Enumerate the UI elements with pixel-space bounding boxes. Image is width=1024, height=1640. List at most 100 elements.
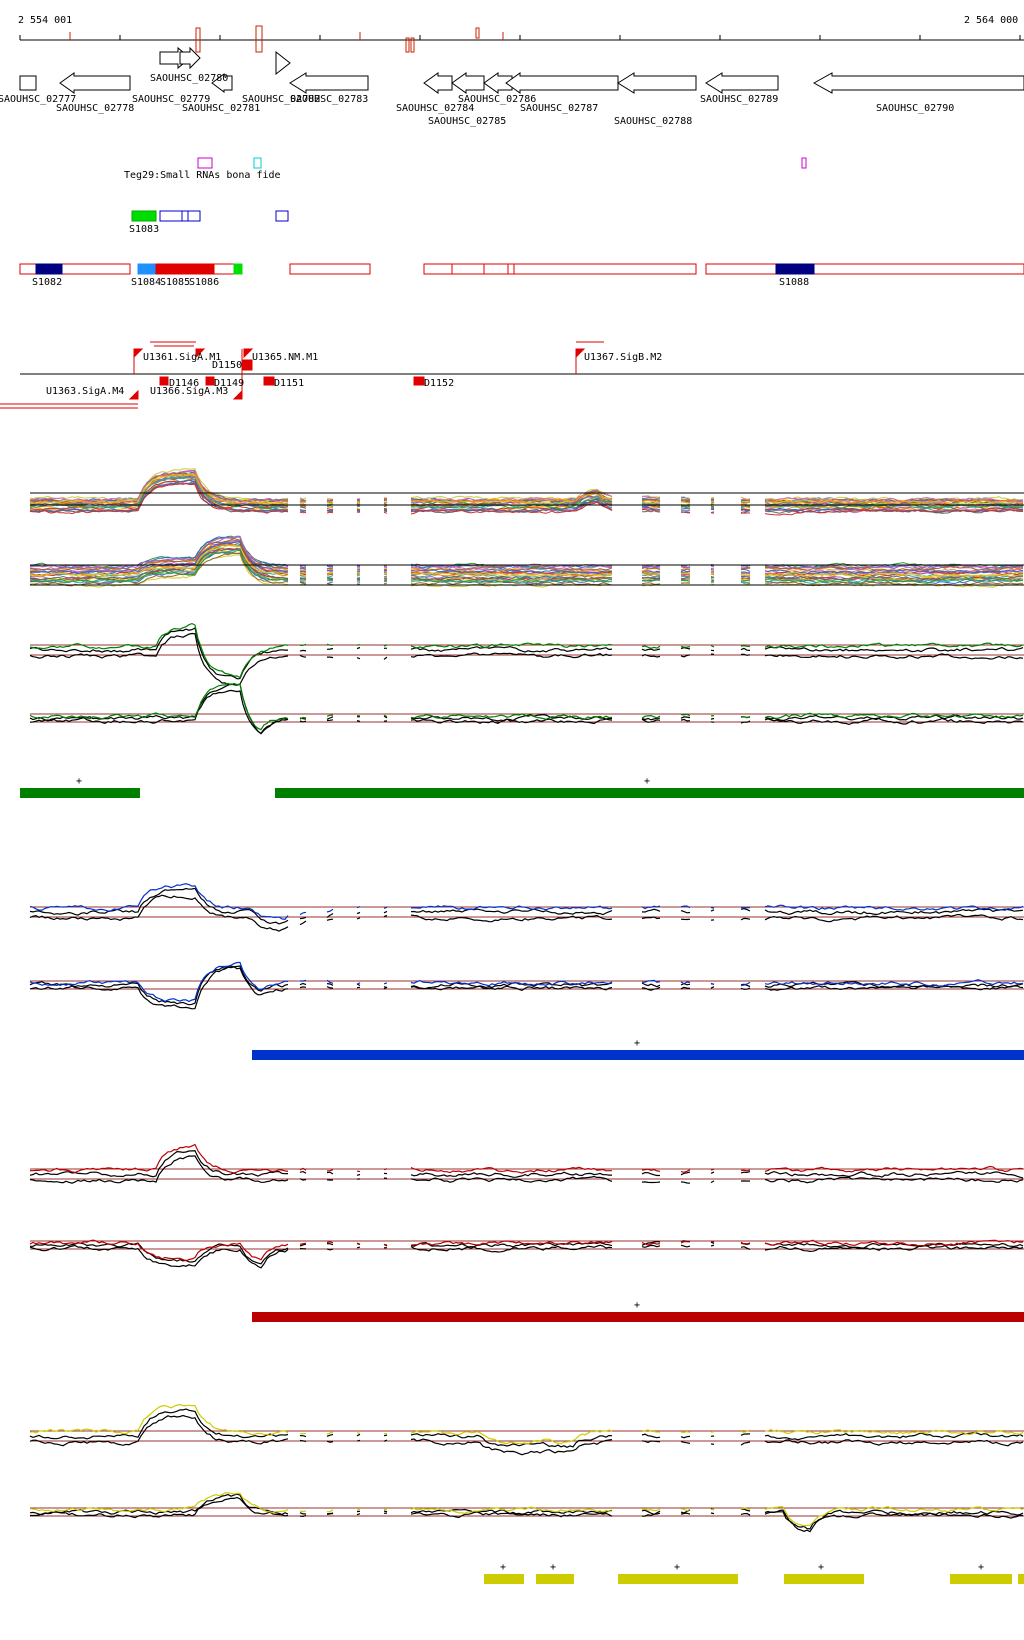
- profile-trace: [740, 1429, 751, 1433]
- rna-segment-label[interactable]: S1084: [131, 277, 161, 288]
- small-rna-label[interactable]: Teg29:Small RNAs bona fide: [124, 170, 281, 181]
- profile-trace: [29, 1150, 289, 1178]
- profile-trace: [29, 627, 288, 680]
- gene-arrow[interactable]: [179, 46, 201, 70]
- profile-trace: [710, 511, 715, 514]
- profile-trace: [299, 1512, 307, 1515]
- gene-arrow[interactable]: [275, 50, 291, 76]
- segment-mark: +: [550, 1562, 556, 1573]
- shift-label[interactable]: U1367.SigB.M2: [584, 352, 662, 363]
- profile-trace: [326, 502, 334, 506]
- gene-arrow[interactable]: [59, 72, 131, 94]
- shift-label[interactable]: D1152: [424, 378, 454, 389]
- profile-trace: [641, 916, 661, 920]
- profile-trace: [383, 505, 388, 508]
- shift-label[interactable]: D1150: [212, 360, 242, 371]
- profile-trace: [326, 1169, 334, 1172]
- shift-label[interactable]: U1365.NM.M1: [252, 352, 318, 363]
- profile-trace: [680, 1169, 691, 1173]
- gene-label[interactable]: SAOUHSC_02788: [614, 116, 692, 127]
- gene-label[interactable]: SAOUHSC_02785: [428, 116, 506, 127]
- gene-track: [19, 46, 1024, 94]
- profile-trace: [299, 511, 307, 514]
- gene-arrow[interactable]: [289, 72, 369, 94]
- gene-label[interactable]: SAOUHSC_02779: [132, 94, 210, 105]
- gene-label[interactable]: SAOUHSC_02782: [242, 94, 320, 105]
- profile-trace: [326, 1431, 334, 1435]
- gene-label[interactable]: SAOUHSC_02786: [458, 94, 536, 105]
- gene-label[interactable]: SAOUHSC_02780: [150, 73, 228, 84]
- shift-label[interactable]: U1361.SigA.M1: [143, 352, 221, 363]
- profile-trace: [641, 1429, 660, 1433]
- profile-trace: [410, 718, 613, 725]
- profile-trace: [299, 1435, 307, 1438]
- profile-trace: [326, 1509, 334, 1513]
- profile-trace: [740, 1246, 751, 1250]
- profile-trace: [29, 1414, 289, 1447]
- gene-label[interactable]: SAOUHSC_02790: [876, 103, 954, 114]
- rna-segment-label[interactable]: S1085: [160, 277, 190, 288]
- gene-label[interactable]: SAOUHSC_02777: [0, 94, 76, 105]
- small-rna-label[interactable]: S1083: [129, 224, 159, 235]
- profile-trace: [29, 682, 289, 731]
- profile-trace: [710, 1508, 715, 1511]
- gene-arrow[interactable]: [505, 72, 619, 94]
- profile-trace: [299, 1439, 307, 1442]
- gene-arrow[interactable]: [211, 73, 233, 93]
- segment-mark: +: [818, 1562, 824, 1573]
- profile-trace: [29, 632, 289, 686]
- gene-arrow[interactable]: [812, 72, 1024, 94]
- profile-trace: [710, 1512, 715, 1515]
- gene-label[interactable]: SAOUHSC_02787: [520, 103, 598, 114]
- gene-arrow[interactable]: [617, 72, 697, 94]
- profile-trace: [383, 572, 388, 575]
- profile-trace: [641, 578, 660, 582]
- gene-arrow[interactable]: [451, 72, 485, 94]
- profile-trace: [764, 497, 1023, 503]
- profile-trace: [299, 1243, 307, 1247]
- gene-label[interactable]: SAOUHSC_02783: [290, 94, 368, 105]
- profile-trace: [29, 1408, 289, 1440]
- gene-label[interactable]: SAOUHSC_02789: [700, 94, 778, 105]
- profile-trace: [299, 920, 307, 926]
- gene-arrow[interactable]: [19, 75, 37, 91]
- profile-trace: [356, 568, 361, 571]
- profile-trace: [764, 984, 1024, 991]
- profile-trace: [642, 1512, 661, 1517]
- profile-trace: [326, 908, 334, 913]
- profile-trace: [356, 906, 361, 909]
- profile-trace: [710, 1431, 715, 1433]
- profile-trace: [680, 1171, 691, 1176]
- profile-trace: [740, 720, 751, 724]
- rna-segment-label[interactable]: S1082: [32, 277, 62, 288]
- profile-trace: [740, 1512, 751, 1516]
- gene-label[interactable]: SAOUHSC_02784: [396, 103, 474, 114]
- profile-trace: [740, 500, 751, 503]
- ruler-feature-marks: [69, 25, 504, 53]
- gene-label[interactable]: SAOUHSC_02781: [182, 103, 260, 114]
- profile-trace: [299, 1514, 307, 1518]
- gene-arrow[interactable]: [423, 72, 453, 94]
- segment-mark: +: [674, 1562, 680, 1573]
- shift-label[interactable]: U1366.SigA.M3: [150, 386, 228, 397]
- profile-trace: [29, 1244, 289, 1269]
- shift-label[interactable]: D1151: [274, 378, 304, 389]
- profile-trace: [764, 575, 1024, 581]
- gene-label[interactable]: SAOUHSC_02778: [56, 103, 134, 114]
- shift-label[interactable]: U1363.SigA.M4: [46, 386, 124, 397]
- profile-trace: [383, 508, 388, 510]
- profile-trace: [326, 1243, 334, 1246]
- rna-segment-label[interactable]: S1086: [189, 277, 219, 288]
- profile-trace: [680, 716, 691, 719]
- profile-trace: [680, 1244, 691, 1248]
- profile-trace: [299, 577, 307, 580]
- profile-trace: [326, 918, 334, 921]
- profile-trace: [410, 1438, 613, 1456]
- profile-trace: [410, 571, 613, 578]
- profile-trace: [764, 1170, 1024, 1179]
- shift-label[interactable]: D1149: [214, 378, 244, 389]
- rna-segment-label[interactable]: S1088: [779, 277, 809, 288]
- profile-trace: [680, 505, 691, 508]
- gene-arrow[interactable]: [705, 72, 779, 94]
- shift-label[interactable]: D1146: [169, 378, 199, 389]
